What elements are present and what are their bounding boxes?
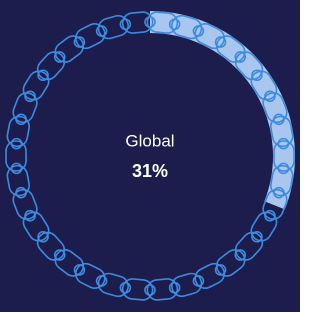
ring-label: Global bbox=[125, 131, 174, 150]
chart: Global 31% bbox=[0, 0, 300, 312]
background bbox=[0, 0, 300, 312]
value-label: 31% bbox=[132, 161, 168, 181]
